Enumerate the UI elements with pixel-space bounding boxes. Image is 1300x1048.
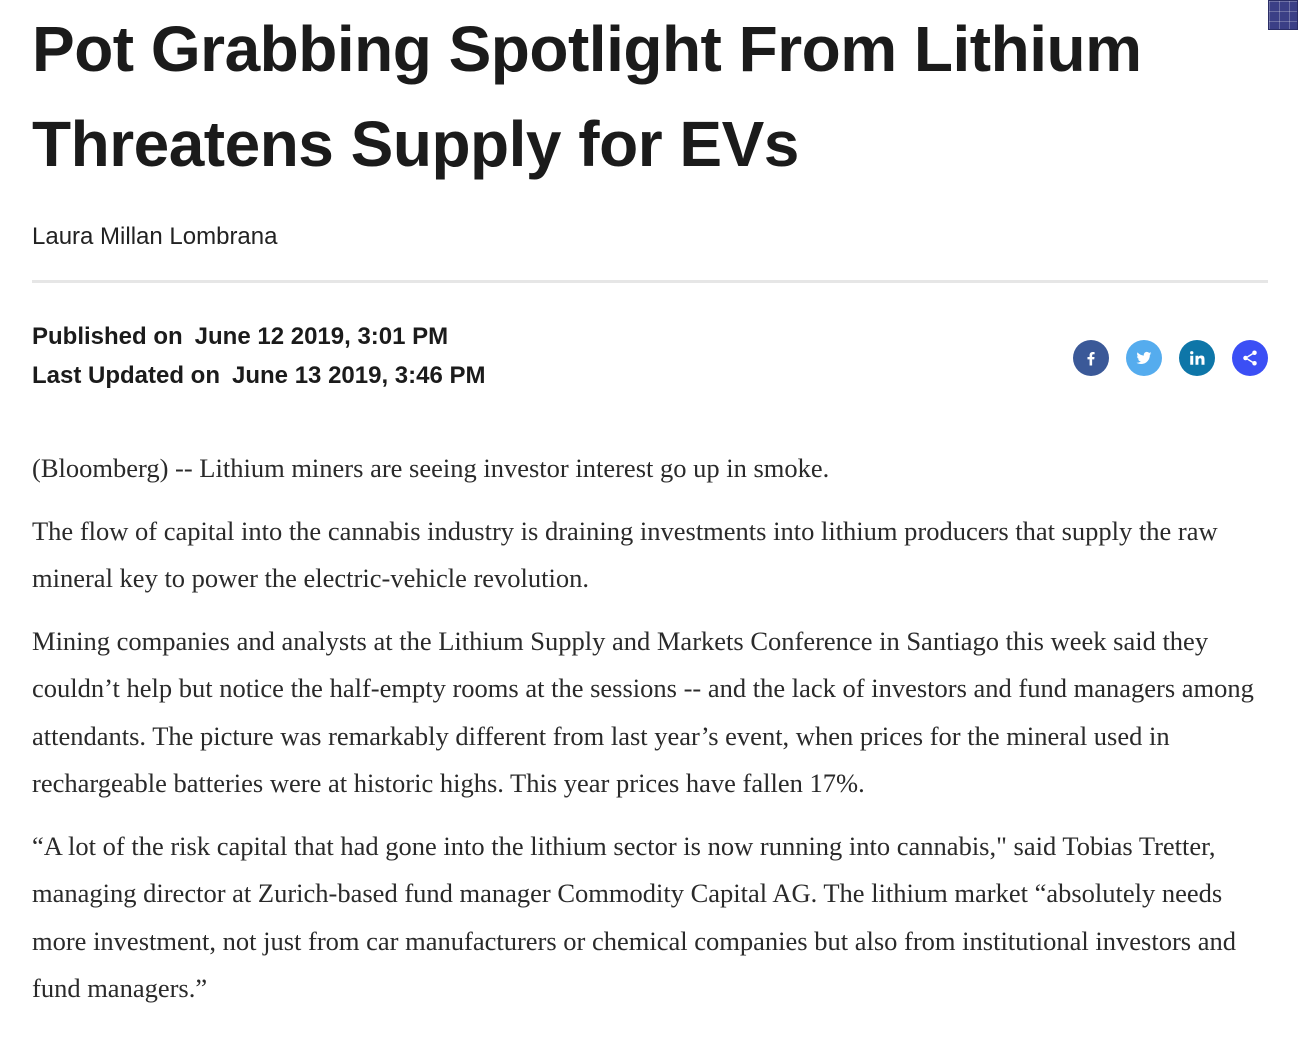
updated-line: Last Updated on June 13 2019, 3:46 PM — [32, 356, 486, 395]
share-button[interactable] — [1232, 340, 1268, 376]
linkedin-share-button[interactable] — [1179, 340, 1215, 376]
author-link[interactable]: Laura Millan Lombrana — [32, 223, 278, 250]
published-line: Published on June 12 2019, 3:01 PM — [32, 317, 486, 356]
linkedin-icon — [1190, 351, 1205, 365]
paragraph: “A lot of the risk capital that had gone… — [32, 830, 1236, 1004]
article-headline: Pot Grabbing Spotlight From Lithium Thre… — [32, 13, 1142, 180]
facebook-share-button[interactable] — [1073, 340, 1109, 376]
meta-row: Published on June 12 2019, 3:01 PM Last U… — [32, 317, 1268, 395]
updated-label: Last Updated on — [32, 362, 221, 389]
updated-date: June 13 2019, 3:46 PM — [232, 362, 486, 389]
paragraph: The flow of capital into the cannabis in… — [32, 515, 1218, 594]
article: Pot Grabbing Spotlight From Lithium Thre… — [32, 0, 1268, 1028]
corner-widget[interactable] — [1268, 0, 1298, 30]
paragraph: (Bloomberg) -- Lithium miners are seeing… — [32, 453, 830, 483]
twitter-icon — [1136, 351, 1152, 364]
share-icon — [1243, 350, 1257, 366]
share-buttons — [1073, 340, 1268, 376]
article-body: (Bloomberg) -- Lithium miners are seeing… — [32, 445, 1268, 1013]
facebook-icon — [1087, 352, 1095, 366]
divider — [32, 280, 1268, 283]
published-label: Published on — [32, 323, 183, 350]
twitter-share-button[interactable] — [1126, 340, 1162, 376]
published-date: June 12 2019, 3:01 PM — [194, 323, 449, 350]
dates: Published on June 12 2019, 3:01 PM Last U… — [32, 317, 486, 395]
paragraph: Mining companies and analysts at the Lit… — [32, 625, 1254, 799]
